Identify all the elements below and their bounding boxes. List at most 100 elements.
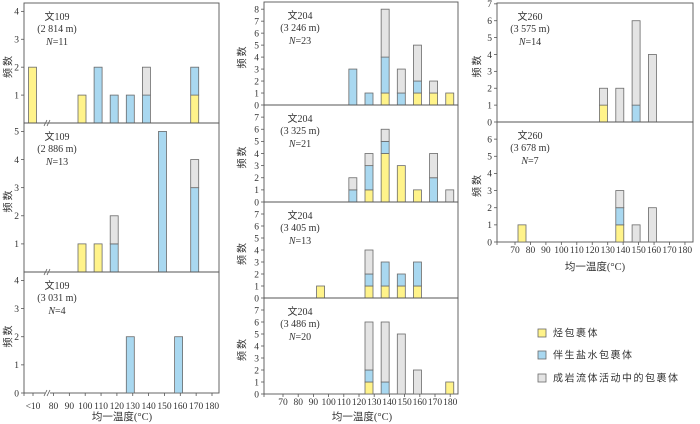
- y-tick-label: 7: [254, 17, 259, 27]
- bar-diagenetic-fluid-160: [413, 369, 422, 395]
- x-tick-label: 180: [443, 398, 458, 408]
- y-axis-title: 频数: [236, 241, 249, 265]
- x-tick-label: 170: [428, 398, 443, 408]
- y-tick-label: 6: [254, 29, 259, 39]
- bar-associated-brine-120: [109, 94, 119, 124]
- y-tick-label: 3: [14, 305, 19, 315]
- bar-diagenetic-fluid-150: [396, 68, 406, 94]
- histogram-panel: 1 2 3 4 5 文109(2 886 m) N=13 频数: [2, 122, 220, 276]
- sample-count-label: N=7: [520, 156, 538, 167]
- bar-associated-brine-130: [615, 207, 625, 226]
- x-tick-label: 180: [205, 402, 220, 412]
- x-axis-title-wen109: 均一温度(°C): [92, 410, 153, 423]
- bar-hydrocarbon-70: [517, 224, 527, 243]
- y-axis-title: 频数: [2, 189, 15, 213]
- depth-label: (2 814 m): [37, 24, 76, 35]
- y-tick-label: 3: [487, 187, 492, 197]
- bar-hydrocarbon-100: [77, 94, 87, 124]
- sample-count-label: N=13: [288, 236, 311, 247]
- sample-count-value: =20: [296, 332, 312, 343]
- bar-diagenetic-fluid-180: [445, 189, 455, 203]
- y-tick-label: 4: [14, 8, 19, 18]
- axis-break-mark: [46, 389, 51, 397]
- histogram-panel: 0 1 2 3 4 5 6 7 文260(3 575 m) N=14 频数: [471, 0, 694, 128]
- well-name-label: 文204: [288, 112, 313, 125]
- bar-associated-brine-120: [348, 68, 358, 106]
- x-tick-label: 70: [278, 398, 288, 408]
- well-name-label: 文109: [45, 130, 70, 143]
- sample-count-value: =23: [296, 36, 312, 47]
- sample-count-symbol: N: [45, 37, 54, 48]
- bar-hydrocarbon-140: [380, 285, 390, 299]
- y-tick-label: 6: [487, 135, 492, 145]
- y-tick-label: 2: [254, 174, 259, 184]
- y-tick-label: 6: [487, 17, 492, 27]
- y-tick-label: 2: [487, 204, 492, 214]
- y-axis-title: 频数: [2, 54, 15, 78]
- y-tick-label: 7: [487, 0, 492, 10]
- x-tick-label: <10: [26, 402, 41, 412]
- depth-label: (3 486 m): [280, 319, 319, 330]
- y-tick-label: 0: [487, 118, 492, 128]
- histogram-panel: 0 1 2 3 4 5 6 7 70 80 90 100 110 120 130 140 150 160 170 18…: [236, 297, 459, 408]
- sample-count-label: N=20: [288, 332, 311, 343]
- x-tick-label: 140: [382, 398, 397, 408]
- bar-associated-brine-140: [380, 56, 390, 94]
- y-tick-label: 7: [254, 210, 259, 220]
- sample-count-value: =7: [528, 156, 539, 167]
- bar-diagenetic-fluid-130: [615, 190, 625, 209]
- histogram-panel: 0 1 2 3 4 5 6 7 文204(3 405 m) N=13 频数: [236, 201, 459, 304]
- y-tick-label: 4: [254, 342, 259, 352]
- legend-item-diagenetic-fluid-inclusion: 成岩流体活动中的包裹体: [537, 372, 678, 385]
- axis-break-gap: [45, 391, 50, 395]
- well-name-label: 文109: [45, 279, 70, 292]
- depth-label: (3 575 m): [510, 24, 549, 35]
- bar-associated-brine-130: [125, 336, 135, 394]
- y-axis-title: 频数: [236, 45, 249, 69]
- y-tick-label: 7: [254, 306, 259, 316]
- legend-item-hydrocarbon-inclusion: 烃包裹体: [537, 327, 598, 340]
- histogram-panel: 0 1 2 3 4 5 6 7 文204(3 325 m) N=21 频数: [236, 104, 459, 208]
- bar-associated-brine-160: [174, 336, 184, 394]
- depth-label: (3 031 m): [37, 293, 76, 304]
- x-tick-label: 120: [352, 398, 367, 408]
- sample-count-symbol: N: [45, 157, 54, 168]
- y-tick-label: 4: [254, 246, 259, 256]
- axis-break-mark: [43, 389, 48, 397]
- x-tick-label: 140: [616, 246, 631, 256]
- bar-associated-brine-120: [109, 243, 119, 273]
- x-axis-title-wen260: 均一温度(°C): [565, 260, 626, 273]
- bar-hydrocarbon-110: [93, 243, 103, 273]
- bar-associated-brine-130: [364, 92, 374, 106]
- well-name-label: 文204: [288, 209, 313, 222]
- y-tick-label: 3: [254, 162, 259, 172]
- bar-diagenetic-fluid-170: [429, 80, 439, 94]
- bar-associated-brine-150: [158, 131, 167, 273]
- bar-hydrocarbon-160: [413, 285, 422, 299]
- bar-diagenetic-fluid-120: [109, 215, 119, 245]
- bar-hydrocarbon-160: [413, 92, 422, 106]
- y-tick-label: 3: [487, 68, 492, 78]
- bar-diagenetic-fluid-150: [648, 54, 657, 123]
- panel-frame: [23, 271, 220, 394]
- bar-diagenetic-fluid-130: [364, 321, 374, 371]
- y-tick-label: 1: [487, 221, 492, 231]
- y-tick-label: 5: [14, 128, 19, 138]
- x-tick-label: 160: [647, 246, 662, 256]
- bar-associated-brine-160: [413, 80, 422, 94]
- x-tick-label: 110: [570, 246, 584, 256]
- y-tick-label: 0: [14, 389, 19, 399]
- sample-count-value: =11: [53, 37, 68, 48]
- y-tick-label: 5: [254, 138, 259, 148]
- bar-associated-brine-140: [631, 104, 641, 123]
- x-tick-label: 180: [678, 246, 693, 256]
- legend-item-associated-brine-inclusion: 伴生盐水包裹体: [537, 349, 632, 362]
- y-tick-label: 1: [254, 186, 259, 196]
- bar-diagenetic-fluid-140: [631, 20, 641, 106]
- well-name-label: 文260: [518, 10, 543, 23]
- depth-label: (3 325 m): [280, 126, 319, 137]
- x-tick-label: 150: [157, 402, 172, 412]
- x-tick-label: 100: [554, 246, 569, 256]
- bar-diagenetic-fluid-150: [648, 207, 657, 243]
